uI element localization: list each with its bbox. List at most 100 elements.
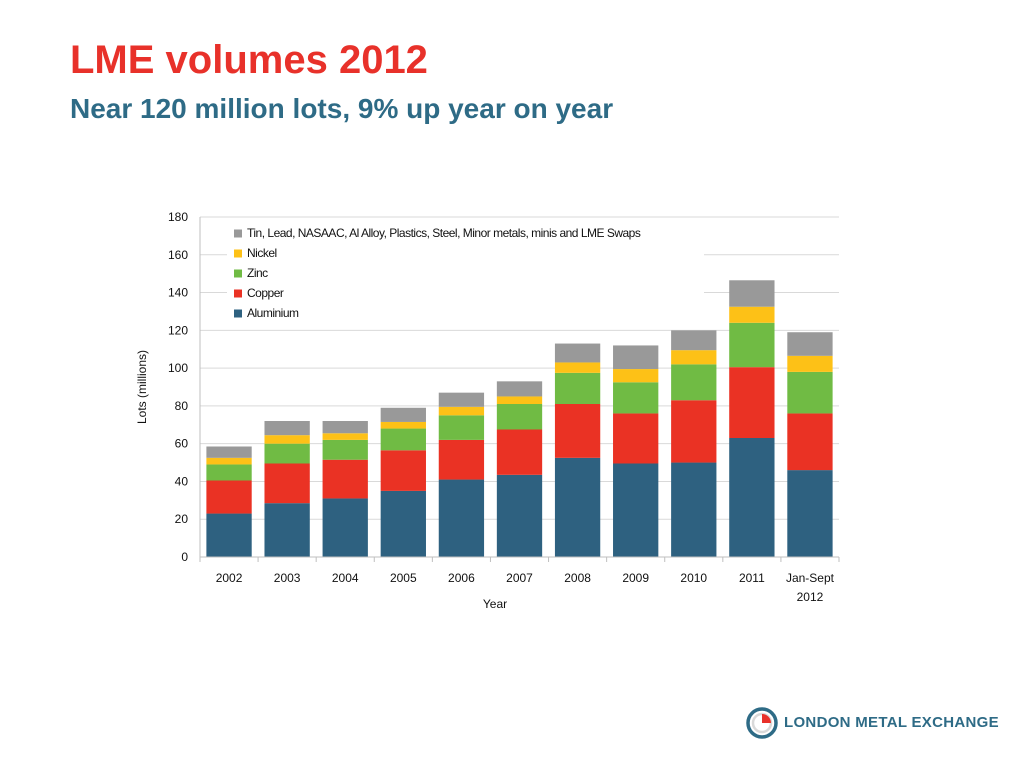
legend-background <box>227 223 704 323</box>
x-tick-label-line: 2012 <box>797 590 824 604</box>
x-tick-label-line: 2009 <box>622 571 649 585</box>
bar-segment <box>438 439 485 480</box>
y-tick-label: 100 <box>168 361 188 375</box>
bar-segment <box>496 429 543 475</box>
y-tick-label: 80 <box>175 399 189 413</box>
x-tick-label-line: 2005 <box>390 571 417 585</box>
bar-segment <box>380 450 426 491</box>
legend-swatch <box>234 309 242 318</box>
bar-segment <box>438 392 485 407</box>
bar-segment <box>380 490 426 557</box>
bar-segment <box>438 406 485 416</box>
legend-swatch <box>234 269 242 278</box>
bar-segment <box>729 306 775 323</box>
x-tick-label: 2002 <box>216 571 243 585</box>
bar-segment <box>264 443 310 464</box>
bar-segment <box>554 457 601 557</box>
x-tick-label-line: Jan-Sept <box>786 571 835 585</box>
y-tick-label: 140 <box>168 286 188 300</box>
y-tick-label: 0 <box>181 550 188 564</box>
bar-segment <box>671 330 717 351</box>
bar-segment <box>729 280 775 307</box>
bar-segment <box>671 350 717 365</box>
slide-title: LME volumes 2012 <box>70 38 428 82</box>
y-axis-label: Lots (millions) <box>135 350 149 424</box>
bar-segment <box>380 407 426 422</box>
bar-segment <box>264 503 310 557</box>
bar-segment <box>613 345 659 370</box>
x-tick-label-line: 2006 <box>448 571 475 585</box>
x-tick-labels: 2002 2003 2004 2005 2006 2007 2008 2009 2010 2011… <box>216 571 835 604</box>
legend-label: Nickel <box>247 246 277 260</box>
y-tick-label: 120 <box>168 323 188 337</box>
legend-label: Copper <box>247 286 284 300</box>
bar-segment <box>322 498 368 557</box>
bar-segment <box>322 433 368 440</box>
x-tick-label: 2003 <box>274 571 301 585</box>
bar-segment <box>613 369 659 383</box>
y-tick-label: 60 <box>175 437 189 451</box>
lme-roundel-icon <box>746 707 778 739</box>
bar-segment <box>554 404 601 458</box>
bar-segment <box>554 343 601 363</box>
lme-logo: LONDON METAL EXCHANGE <box>744 703 1004 743</box>
bar-segment <box>787 470 833 557</box>
x-tick-label-line: 2010 <box>680 571 707 585</box>
x-tick-label: 2004 <box>332 571 359 585</box>
legend-swatch <box>234 289 242 298</box>
bar-segment <box>322 459 368 499</box>
bar-segment <box>787 355 833 372</box>
bar-segment <box>729 438 775 557</box>
chart-axes <box>199 217 840 562</box>
bar-segment <box>496 396 543 404</box>
bar-segment <box>438 479 485 557</box>
bar-segment <box>787 413 833 471</box>
x-tick-label-line: 2003 <box>274 571 301 585</box>
x-tick-label: 2010 <box>680 571 707 585</box>
bar-segment <box>613 413 659 464</box>
bar-segment <box>322 421 368 434</box>
bar-segment <box>671 400 717 463</box>
x-axis-label: Year <box>483 597 507 611</box>
bar-segment <box>554 372 601 404</box>
bar-segment <box>380 428 426 451</box>
lme-logo-text: LONDON METAL EXCHANGE <box>784 714 999 731</box>
y-tick-labels: 0 20 40 60 80 100 120 140 160 180 <box>168 210 188 564</box>
bar-segment <box>206 457 252 465</box>
bar-segment <box>264 421 310 436</box>
bar-segment <box>264 463 310 504</box>
legend-label: Zinc <box>247 266 268 280</box>
bar-segment <box>787 371 833 414</box>
x-tick-label: 2006 <box>448 571 475 585</box>
x-tick-label: 2009 <box>622 571 649 585</box>
x-tick-label-line: 2007 <box>506 571 533 585</box>
x-tick-label-line: 2002 <box>216 571 243 585</box>
bar-segment <box>322 439 368 460</box>
bar-segment <box>671 364 717 401</box>
legend-swatch <box>234 249 242 258</box>
x-tick-label: 2008 <box>564 571 591 585</box>
y-tick-label: 40 <box>175 474 189 488</box>
legend-swatch <box>234 229 242 238</box>
y-tick-label: 20 <box>175 512 189 526</box>
legend-label: Tin, Lead, NASAAC, Al Alloy, Plastics, S… <box>247 226 641 240</box>
x-tick-label-line: 2004 <box>332 571 359 585</box>
y-tick-label: 180 <box>168 210 188 224</box>
x-tick-label: 2005 <box>390 571 417 585</box>
x-tick-label: 2007 <box>506 571 533 585</box>
chart-bars <box>206 280 833 557</box>
bar-segment <box>496 474 543 557</box>
bar-segment <box>438 415 485 440</box>
chart-legend: Tin, Lead, NASAAC, Al Alloy, Plastics, S… <box>227 223 704 323</box>
bar-segment <box>206 446 252 458</box>
bar-segment <box>613 463 659 557</box>
legend-label: Aluminium <box>247 306 299 320</box>
bar-segment <box>496 381 543 397</box>
bar-segment <box>554 362 601 373</box>
bar-segment <box>496 404 543 430</box>
x-tick-label-line: 2011 <box>739 571 765 585</box>
slide-subtitle: Near 120 million lots, 9% up year on yea… <box>70 93 614 124</box>
bar-segment <box>264 435 310 444</box>
bar-segment <box>206 464 252 481</box>
